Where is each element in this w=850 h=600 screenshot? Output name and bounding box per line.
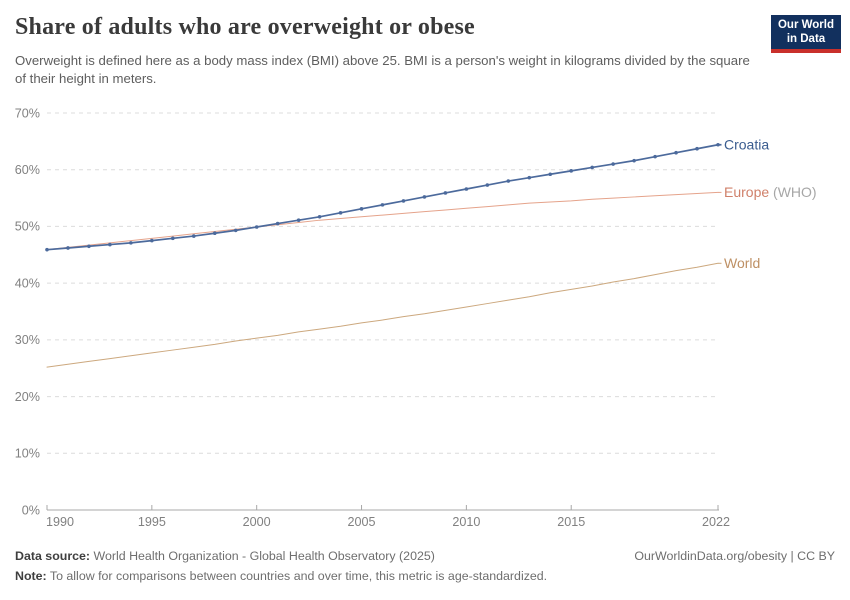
data-point-marker — [569, 169, 574, 173]
owid-logo: Our World in Data — [771, 15, 841, 54]
data-point-marker — [716, 142, 720, 147]
note-text: To allow for comparisons between countri… — [49, 569, 548, 583]
series-line-europe[interactable] — [46, 191, 719, 251]
y-axis-tick-label: 20% — [15, 390, 40, 404]
data-point-marker — [275, 221, 280, 226]
page-title: Share of adults who are overweight or ob… — [15, 14, 475, 40]
note-label: Note: — [15, 569, 47, 583]
y-axis-tick-label: 40% — [15, 276, 40, 290]
x-axis-tick-label: 1995 — [138, 515, 166, 529]
data-source-line: Data source: World Health Organization -… — [15, 549, 435, 563]
data-point-marker — [191, 234, 196, 238]
data-point-marker — [422, 195, 427, 199]
data-point-marker — [233, 228, 238, 233]
y-axis-tick-label: 50% — [15, 220, 40, 234]
data-point-marker — [401, 199, 406, 203]
data-point-marker — [674, 150, 678, 155]
data-point-marker — [548, 172, 553, 177]
data-point-marker — [45, 247, 49, 252]
data-point-marker — [380, 203, 385, 207]
data-point-marker — [443, 191, 448, 195]
data-point-marker — [338, 211, 343, 215]
note-line: Note: To allow for comparisons between c… — [15, 569, 547, 583]
series-label-world[interactable]: World — [724, 255, 760, 271]
data-point-marker — [485, 183, 490, 187]
y-axis-tick-label: 0% — [22, 503, 40, 517]
series-line-world[interactable] — [46, 262, 719, 368]
y-axis-tick-label: 30% — [15, 333, 40, 347]
data-point-marker — [632, 158, 636, 163]
owid-logo-line2: in Data — [786, 32, 826, 45]
data-point-marker — [695, 146, 699, 151]
series-label-croatia[interactable]: Croatia — [724, 136, 769, 152]
data-point-marker — [129, 241, 133, 245]
y-axis-tick-label: 60% — [15, 163, 40, 177]
data-source-text: World Health Organization - Global Healt… — [93, 549, 435, 563]
x-axis-tick-label: 2015 — [557, 515, 585, 529]
data-point-marker — [150, 238, 154, 243]
data-point-marker — [317, 214, 322, 219]
data-point-marker — [254, 225, 259, 229]
y-axis-tick-label: 70% — [15, 106, 40, 120]
owid-logo-line1: Our World — [777, 19, 834, 31]
data-point-marker — [171, 236, 175, 241]
x-axis-tick-label: 2022 — [702, 515, 730, 529]
data-point-marker — [506, 179, 511, 183]
data-point-marker — [653, 154, 657, 159]
data-point-marker — [66, 246, 70, 250]
series-line-croatia[interactable] — [46, 143, 719, 251]
x-axis-tick-label: 1990 — [46, 515, 74, 529]
x-axis-tick-label: 2005 — [348, 515, 376, 529]
data-point-marker — [108, 242, 112, 247]
attribution-link[interactable]: OurWorldinData.org/obesity | CC BY — [634, 549, 835, 563]
x-axis-tick-label: 2010 — [452, 515, 480, 529]
data-point-marker — [611, 162, 615, 166]
data-point-marker — [464, 187, 469, 191]
chart-subtitle: Overweight is defined here as a body mas… — [15, 53, 750, 86]
data-point-marker — [590, 165, 594, 170]
data-point-marker — [87, 244, 91, 249]
data-source-label: Data source: — [15, 549, 91, 563]
data-point-marker — [296, 218, 301, 222]
series-label-europe[interactable]: Europe (WHO) — [724, 184, 817, 200]
data-point-marker — [527, 175, 532, 180]
y-axis-tick-label: 10% — [15, 447, 40, 461]
data-point-marker — [359, 207, 364, 211]
x-axis-tick-label: 2000 — [243, 515, 271, 529]
data-point-marker — [212, 231, 217, 236]
